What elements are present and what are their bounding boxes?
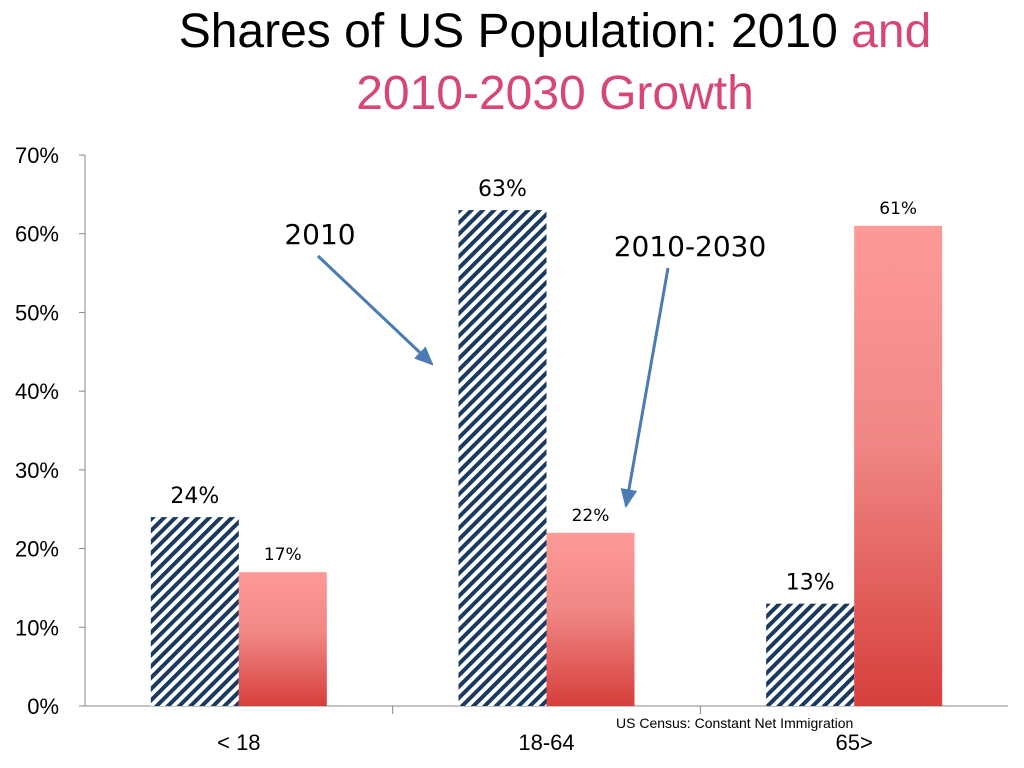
data-label: 61% [879,199,917,219]
y-tick-label: 10% [15,615,59,640]
annotation-2010-2030: 2010-2030 [614,230,767,263]
source-note: US Census: Constant Net Immigration [616,715,854,731]
bar-2010 [458,210,547,706]
bar-2010 [766,603,855,706]
x-tick-label: 65> [836,730,873,755]
data-label: 63% [478,177,527,202]
bar-2010-2030 [854,225,943,707]
x-tick-label: < 18 [217,730,260,755]
title-line2: 2010-2030 Growth [356,67,754,120]
data-label: 13% [786,571,835,596]
annotation-2010: 2010 [284,218,355,251]
y-tick-label: 20% [15,537,59,562]
arrow-2010-2030 [620,267,670,509]
title-accent-and: and [851,5,932,58]
y-tick-label: 40% [15,379,59,404]
y-tick-label: 70% [15,143,59,168]
y-tick-label: 60% [15,222,59,247]
bar-2010 [150,517,239,706]
x-tick-label: 18-64 [518,730,574,755]
arrow-2010 [316,254,434,366]
y-tick-label: 30% [15,458,59,483]
y-tick-label: 0% [27,694,59,719]
y-tick-label: 50% [15,300,59,325]
bar-2010-2030 [238,572,327,706]
bar-2010-2030 [546,532,635,706]
data-label: 22% [572,506,610,526]
data-label: 24% [170,484,219,509]
title-line1: Shares of US Population: 2010 [178,5,838,58]
data-label: 17% [264,545,302,565]
